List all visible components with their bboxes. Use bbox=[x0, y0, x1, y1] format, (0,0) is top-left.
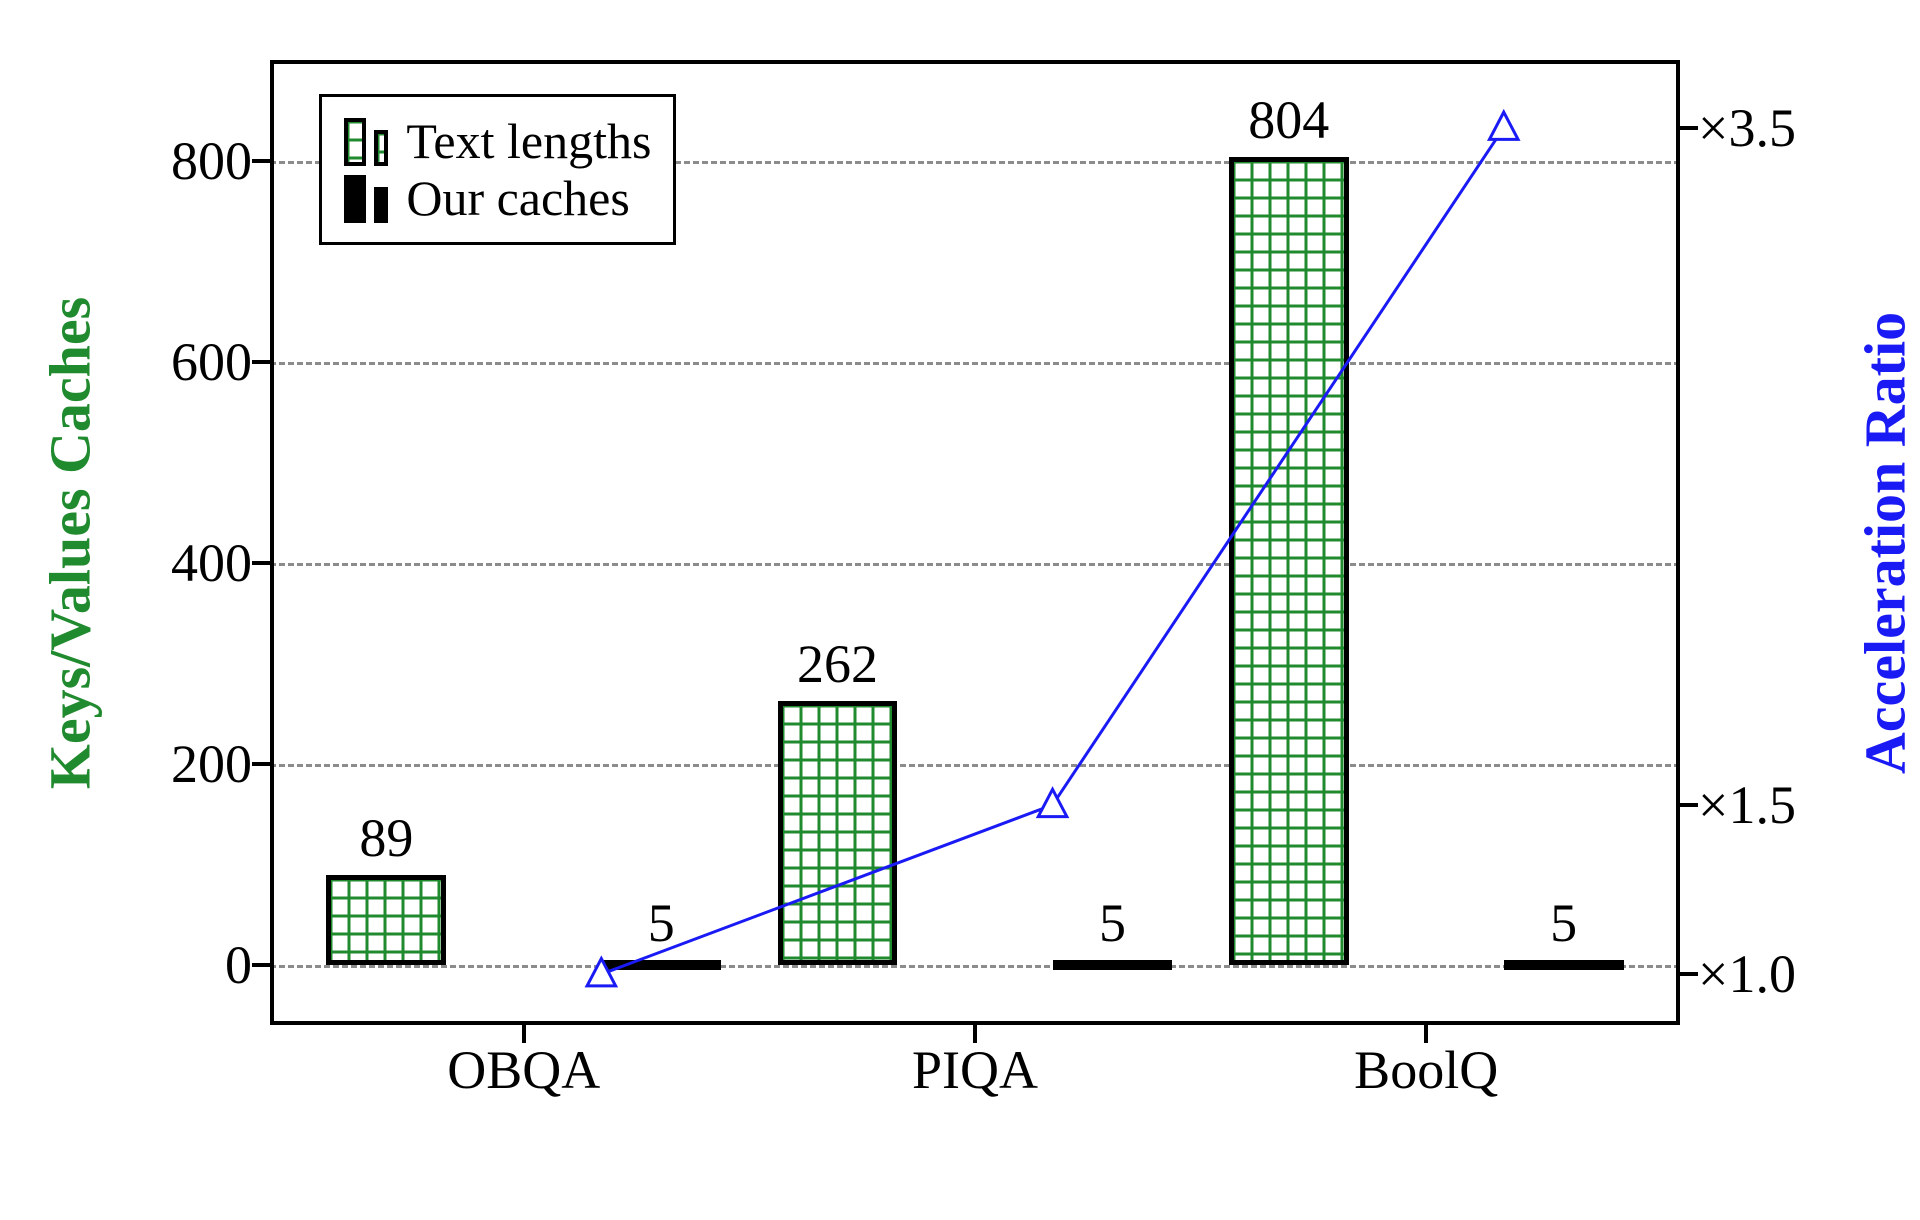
bar-value-label: 5 bbox=[648, 892, 675, 960]
legend-item: Our caches bbox=[344, 170, 651, 228]
ytick-label-right: ×3.5 bbox=[1680, 97, 1796, 159]
acceleration-polyline bbox=[601, 128, 1503, 974]
legend: Text lengthsOur caches bbox=[319, 94, 676, 245]
xtick-label: OBQA bbox=[447, 1039, 600, 1101]
legend-item: Text lengths bbox=[344, 113, 651, 171]
legend-label: Our caches bbox=[406, 170, 630, 228]
triangle-marker-icon bbox=[1038, 789, 1067, 816]
bar-our-caches bbox=[1504, 960, 1624, 970]
ytick-label-right: ×1.5 bbox=[1680, 774, 1796, 836]
gridline bbox=[270, 965, 1680, 968]
bar-text-lengths bbox=[1229, 157, 1349, 965]
bar-value-label: 262 bbox=[797, 633, 878, 701]
ytick-label-left: 200 bbox=[171, 733, 270, 795]
bar-value-label: 804 bbox=[1248, 89, 1329, 157]
legend-icon bbox=[344, 118, 388, 166]
ytick-label-left: 800 bbox=[171, 130, 270, 192]
xtick-label: PIQA bbox=[912, 1039, 1038, 1101]
bar-text-lengths bbox=[326, 875, 446, 964]
gridline bbox=[270, 362, 1680, 365]
xtick-label: BoolQ bbox=[1354, 1039, 1498, 1101]
gridline bbox=[270, 764, 1680, 767]
ytick-label-left: 600 bbox=[171, 331, 270, 393]
bar-our-caches bbox=[601, 960, 721, 970]
ytick-label-left: 400 bbox=[171, 532, 270, 594]
bar-value-label: 89 bbox=[359, 807, 413, 875]
bar-text-lengths bbox=[778, 701, 898, 964]
plot-area: 0200400600800 ×1.0×1.5×3.5 OBQAPIQABoolQ… bbox=[270, 60, 1680, 1025]
gridline bbox=[270, 563, 1680, 566]
bar-value-label: 5 bbox=[1099, 892, 1126, 960]
ytick-label-right: ×1.0 bbox=[1680, 943, 1796, 1005]
triangle-marker-icon bbox=[1489, 112, 1518, 139]
bar-our-caches bbox=[1053, 960, 1173, 970]
bar-value-label: 5 bbox=[1550, 892, 1577, 960]
y-axis-right-title: Acceleration Ratio bbox=[1852, 311, 1919, 773]
ytick-label-left: 0 bbox=[225, 934, 270, 996]
legend-icon bbox=[344, 175, 388, 223]
y-axis-left-title: Keys/Values Caches bbox=[37, 296, 104, 789]
chart-container: Keys/Values Caches Acceleration Ratio 02… bbox=[0, 0, 1920, 1220]
legend-label: Text lengths bbox=[406, 113, 651, 171]
